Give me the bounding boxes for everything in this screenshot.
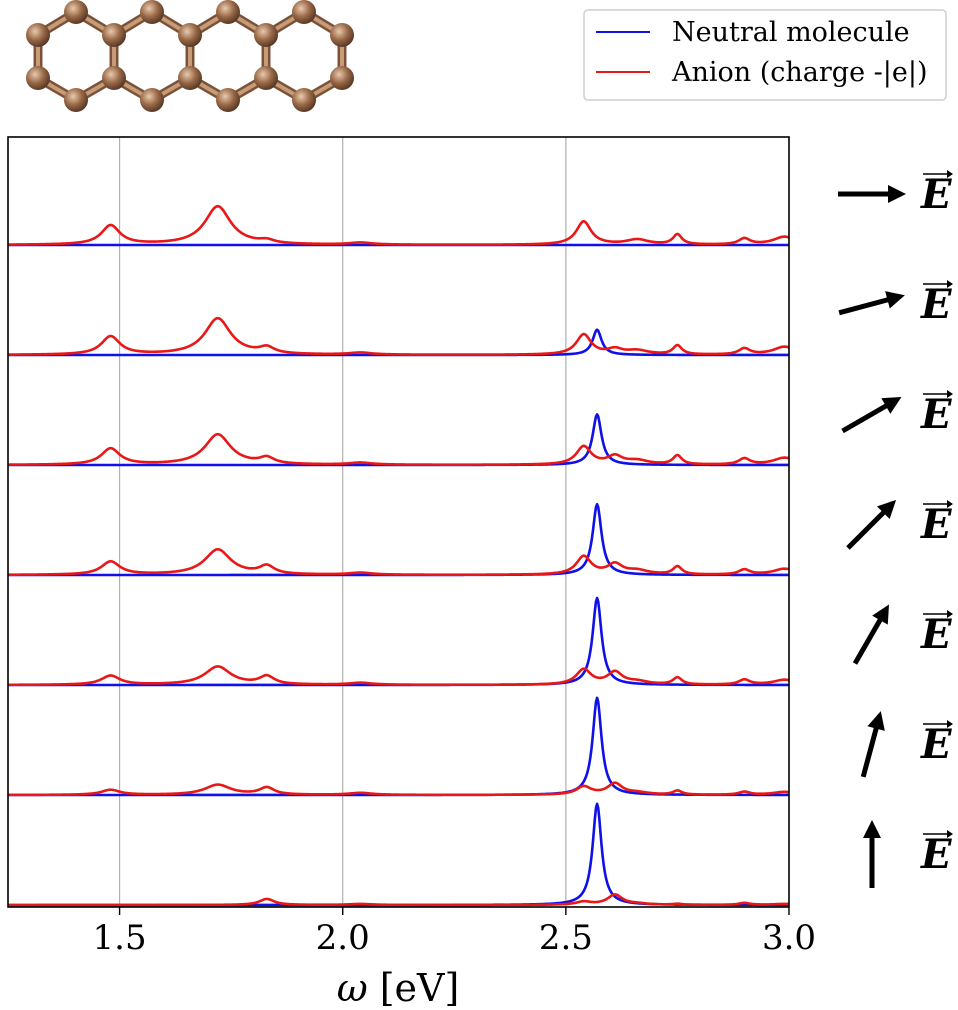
anion-spectrum-line <box>7 432 790 466</box>
arrow-head-icon <box>876 499 897 520</box>
legend-label-anion: Anion (charge -|e|) <box>671 57 927 88</box>
x-tick-label: 2.5 <box>539 918 593 958</box>
x-axis-label: ω [eV] <box>337 966 460 1010</box>
tetracene-molecule-image <box>26 0 354 112</box>
vector-arrow-icon <box>947 170 953 178</box>
carbon-atom-icon <box>178 66 202 90</box>
arrow-head-icon <box>885 291 905 309</box>
field-arrow-group: E <box>846 499 953 550</box>
field-arrow-group: E <box>852 604 953 665</box>
field-arrow-icon <box>852 615 885 665</box>
neutral-spectrum-line <box>7 802 790 907</box>
arrow-head-icon <box>888 185 906 203</box>
plot-frame <box>7 136 790 908</box>
field-arrow-group: E <box>860 711 953 778</box>
x-tick-label: 3.0 <box>762 918 816 958</box>
neutral-spectrum-line <box>7 502 790 577</box>
field-arrow-group: E <box>841 390 953 438</box>
vector-arrow-icon <box>947 720 953 728</box>
field-label-e: E <box>920 391 952 438</box>
field-label-e: E <box>920 171 952 218</box>
anion-spectrum-line <box>7 893 790 907</box>
x-axis-symbol: ω <box>337 966 368 1010</box>
carbon-atom-icon <box>102 23 126 47</box>
arrow-head-icon <box>881 397 902 414</box>
vector-arrow-icon <box>947 500 953 508</box>
carbon-atom-icon <box>102 66 126 90</box>
vector-arrow-icon <box>947 280 953 288</box>
field-arrow-icon <box>846 508 888 550</box>
spectra-curves <box>7 204 790 907</box>
field-arrow-icon <box>860 724 880 778</box>
field-arrow-icon <box>841 401 891 434</box>
carbon-atom-icon <box>140 88 164 112</box>
carbon-atom-icon <box>292 0 316 24</box>
x-gridlines <box>118 137 567 907</box>
carbon-atom-icon <box>216 0 240 24</box>
carbon-atom-icon <box>216 88 240 112</box>
x-axis-ticks: 1.5 2.0 2.5 3.0 <box>93 907 816 958</box>
plot-area: 1.5 2.0 2.5 3.0 <box>7 136 816 958</box>
arrow-head-icon <box>867 711 885 731</box>
arrow-head-icon <box>863 820 881 838</box>
carbon-atom-icon <box>64 88 88 112</box>
vector-arrow-icon <box>947 830 953 838</box>
vector-arrow-icon <box>947 610 953 618</box>
field-arrow-group: E <box>838 170 953 218</box>
carbon-atom-icon <box>26 23 50 47</box>
field-arrow-group: E <box>838 280 953 328</box>
anion-spectrum-line <box>7 316 790 356</box>
field-label-e: E <box>920 501 952 548</box>
field-label-e: E <box>920 831 952 878</box>
field-arrow-group: E <box>863 820 953 888</box>
x-tick-label: 2.0 <box>316 918 370 958</box>
arrow-head-icon <box>872 604 889 625</box>
anion-spectrum-line <box>7 781 790 797</box>
carbon-atom-icon <box>64 0 88 24</box>
neutral-spectrum-line <box>7 596 790 687</box>
field-arrow-icon <box>838 296 892 316</box>
carbon-atom-icon <box>254 23 278 47</box>
field-direction-arrows: E E E E E E E <box>838 170 953 888</box>
legend: Neutral molecule Anion (charge -|e|) <box>583 9 947 101</box>
carbon-atom-icon <box>178 23 202 47</box>
field-label-e: E <box>920 611 952 658</box>
anion-spectrum-line <box>7 665 790 687</box>
x-axis-unit: [eV] <box>380 966 460 1010</box>
carbon-atom-icon <box>140 0 164 24</box>
vector-arrow-icon <box>947 390 953 398</box>
neutral-spectrum-line <box>7 328 790 357</box>
x-tick-label: 1.5 <box>93 918 147 958</box>
anion-spectrum-line <box>7 204 790 246</box>
carbon-atom-icon <box>330 23 354 47</box>
anion-spectrum-line <box>7 547 790 576</box>
field-label-e: E <box>920 721 952 768</box>
carbon-atom-icon <box>254 66 278 90</box>
neutral-spectrum-line <box>7 696 790 797</box>
carbon-atom-icon <box>292 88 316 112</box>
legend-box <box>583 9 947 101</box>
carbon-atom-icon <box>26 66 50 90</box>
legend-label-neutral: Neutral molecule <box>672 17 910 48</box>
field-label-e: E <box>920 281 952 328</box>
carbon-atom-icon <box>330 66 354 90</box>
